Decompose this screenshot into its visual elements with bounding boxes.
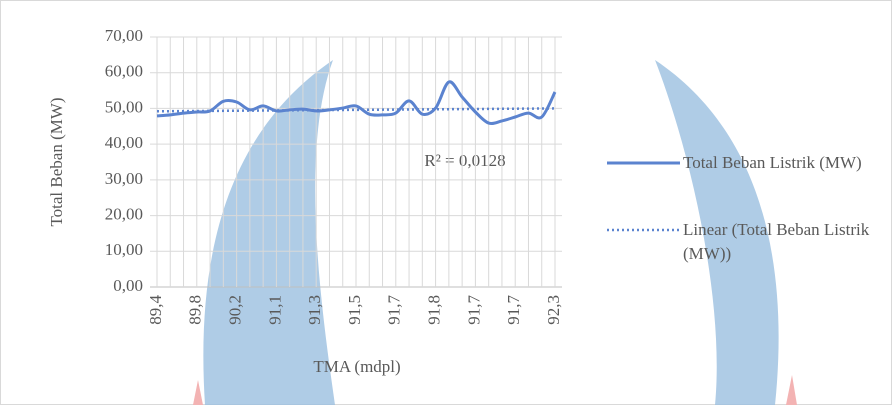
- x-tick-label: 89,4: [146, 295, 165, 325]
- chart: Total Beban (MW) TMA (mdpl) R² = 0,0128 …: [0, 0, 892, 405]
- x-tick-label: 90,2: [226, 295, 245, 325]
- y-tick-label: 20,00: [105, 204, 143, 223]
- watermark: [786, 375, 797, 405]
- y-axis-title: Total Beban (MW): [47, 97, 66, 226]
- x-tick-label: 92,3: [544, 295, 563, 325]
- annotation: R² = 0,0128: [424, 151, 505, 170]
- y-tick-label: 0,00: [113, 276, 143, 295]
- x-tick-label: 91,3: [305, 295, 324, 325]
- x-tick-label: 91,7: [504, 295, 523, 325]
- x-tick-label: 91,7: [464, 295, 483, 325]
- y-tick-label: 30,00: [105, 169, 143, 188]
- watermark: [193, 380, 203, 405]
- chart-area: Total Beban (MW) TMA (mdpl) R² = 0,0128 …: [0, 0, 892, 405]
- x-axis-title: TMA (mdpl): [313, 357, 400, 376]
- y-tick-label: 10,00: [105, 240, 143, 259]
- y-tick-label: 60,00: [105, 62, 143, 81]
- y-tick-label: 70,00: [105, 26, 143, 45]
- x-tick-label: 91,8: [425, 295, 444, 325]
- x-tick-label: 91,1: [265, 295, 284, 325]
- y-tick-label: 50,00: [105, 97, 143, 116]
- y-tick-label: 40,00: [105, 133, 143, 152]
- x-tick-label: 91,5: [345, 295, 364, 325]
- x-tick-label: 91,7: [385, 295, 404, 325]
- x-tick-label: 89,8: [186, 295, 205, 325]
- legend-label: Linear (Total Beban Listrik (MW)): [683, 218, 883, 266]
- legend-label: Total Beban Listrik (MW): [683, 151, 883, 175]
